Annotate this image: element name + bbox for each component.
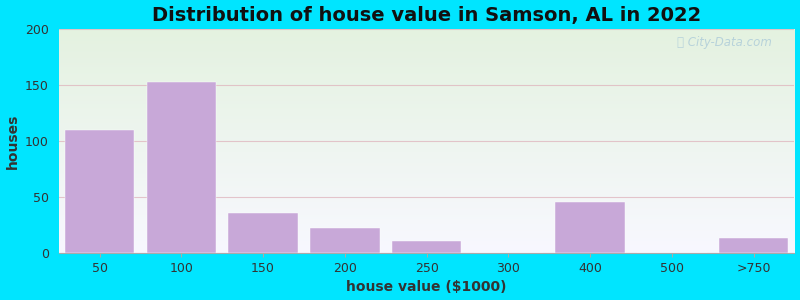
Title: Distribution of house value in Samson, AL in 2022: Distribution of house value in Samson, A…: [152, 6, 702, 25]
Bar: [146, 82, 216, 253]
Bar: [392, 241, 462, 253]
Y-axis label: houses: houses: [6, 113, 19, 169]
X-axis label: house value ($1000): house value ($1000): [346, 280, 507, 294]
Text: ⓘ City-Data.com: ⓘ City-Data.com: [678, 36, 772, 49]
Bar: [310, 228, 379, 253]
Bar: [228, 212, 298, 253]
Bar: [719, 238, 788, 253]
Bar: [555, 202, 625, 253]
Bar: [65, 130, 134, 253]
